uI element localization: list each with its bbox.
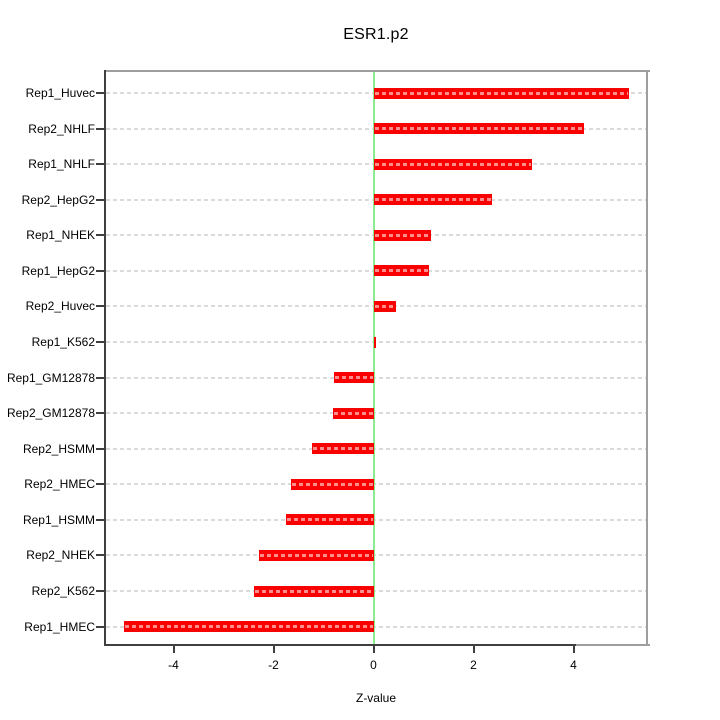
bar-Rep1_HepG2 — [373, 265, 429, 277]
gridline — [106, 554, 646, 557]
bar-Rep2_Huvec — [373, 300, 396, 312]
bar-Rep2_NHLF — [373, 123, 584, 135]
bar-Rep1_GM12878 — [334, 372, 374, 384]
zero-reference-line — [372, 72, 375, 644]
bar-dash-pattern — [292, 482, 373, 486]
y-tick-mark — [96, 412, 104, 415]
gridline — [106, 625, 646, 628]
y-tick-mark — [96, 269, 104, 272]
x-tick-label: 0 — [370, 658, 377, 672]
bar-Rep1_HMEC — [123, 621, 374, 633]
x-tick-mark — [372, 646, 375, 653]
bar-dash-pattern — [374, 269, 428, 273]
gridline — [106, 590, 646, 593]
y-tick-mark — [96, 447, 104, 450]
category-label: Rep2_Huvec — [25, 299, 95, 314]
category-label: Rep1_Huvec — [25, 86, 95, 100]
category-label: Rep2_NHEK — [26, 548, 95, 563]
bar-dash-pattern — [260, 553, 373, 557]
category-label: Rep2_GM12878 — [6, 406, 95, 421]
bar-Rep1_HSMM — [285, 514, 374, 526]
y-tick-mark — [96, 518, 104, 521]
plot-area — [104, 70, 648, 646]
bar-Rep2_HMEC — [291, 478, 374, 490]
chart-title: ESR1.p2 — [343, 26, 409, 43]
x-tick-mark — [572, 646, 575, 653]
y-tick-mark — [96, 92, 104, 94]
bar-dash-pattern — [313, 447, 373, 451]
x-tick-label: 4 — [570, 658, 577, 672]
category-label: Rep1_HMEC — [24, 619, 95, 634]
bar-Rep2_GM12878 — [332, 407, 374, 419]
bar-dash-pattern — [374, 91, 628, 95]
x-tick-label: 2 — [470, 658, 477, 672]
gridline — [106, 518, 646, 521]
plot-border-right — [646, 70, 648, 646]
x-axis-title: Z-value — [355, 691, 396, 705]
bar-dash-pattern — [374, 304, 395, 308]
x-tick-label: -2 — [268, 658, 279, 672]
category-label: Rep1_K562 — [31, 335, 95, 349]
category-label: Rep2_NHLF — [28, 121, 95, 136]
x-tick-mark — [172, 646, 175, 653]
bar-Rep1_K562 — [373, 336, 376, 348]
bar-dash-pattern — [254, 589, 373, 593]
bar-dash-pattern — [124, 625, 373, 629]
bar-dash-pattern — [374, 340, 375, 344]
category-label: Rep1_NHEK — [26, 228, 95, 243]
y-tick-mark — [96, 163, 104, 166]
y-tick-mark — [96, 341, 104, 343]
y-tick-mark — [96, 554, 104, 557]
bar-Rep2_HepG2 — [373, 194, 492, 206]
gridline — [106, 483, 646, 486]
category-label: Rep2_HepG2 — [21, 192, 95, 207]
bar-dash-pattern — [374, 162, 531, 166]
y-tick-mark — [96, 198, 104, 201]
y-tick-mark — [96, 234, 104, 237]
bar-Rep2_K562 — [253, 585, 374, 597]
category-label: Rep1_HSMM — [22, 512, 95, 527]
plot-border-top — [104, 70, 650, 72]
bar-Rep1_NHEK — [373, 229, 431, 241]
y-tick-mark — [96, 625, 104, 628]
x-tick-label: -4 — [168, 658, 179, 672]
x-tick-mark — [272, 646, 275, 653]
x-tick-mark — [472, 646, 475, 653]
bar-dash-pattern — [333, 411, 373, 415]
category-label: Rep2_HMEC — [24, 477, 95, 492]
gridline — [106, 412, 646, 415]
category-label: Rep2_HSMM — [22, 441, 95, 456]
gridline — [106, 376, 646, 379]
y-tick-mark — [96, 305, 104, 308]
category-label: Rep1_HepG2 — [21, 263, 95, 278]
y-tick-mark — [96, 590, 104, 593]
y-tick-mark — [96, 376, 104, 379]
y-tick-mark — [96, 483, 104, 486]
category-label: Rep1_NHLF — [28, 157, 95, 172]
bar-dash-pattern — [374, 198, 491, 202]
bar-dash-pattern — [335, 376, 373, 380]
bar-dash-pattern — [374, 127, 583, 131]
bar-Rep2_HSMM — [312, 443, 374, 455]
category-label: Rep1_GM12878 — [6, 370, 95, 385]
gridline — [106, 447, 646, 450]
bar-dash-pattern — [374, 233, 430, 237]
bar-dash-pattern — [286, 518, 373, 522]
y-axis-line — [104, 70, 106, 646]
bar-Rep2_NHEK — [259, 549, 374, 561]
x-axis-line — [104, 644, 576, 646]
y-tick-mark — [96, 127, 104, 130]
bar-Rep1_NHLF — [373, 158, 532, 170]
category-label: Rep2_K562 — [31, 584, 95, 599]
gridline — [106, 341, 646, 343]
bar-Rep1_Huvec — [373, 87, 629, 99]
